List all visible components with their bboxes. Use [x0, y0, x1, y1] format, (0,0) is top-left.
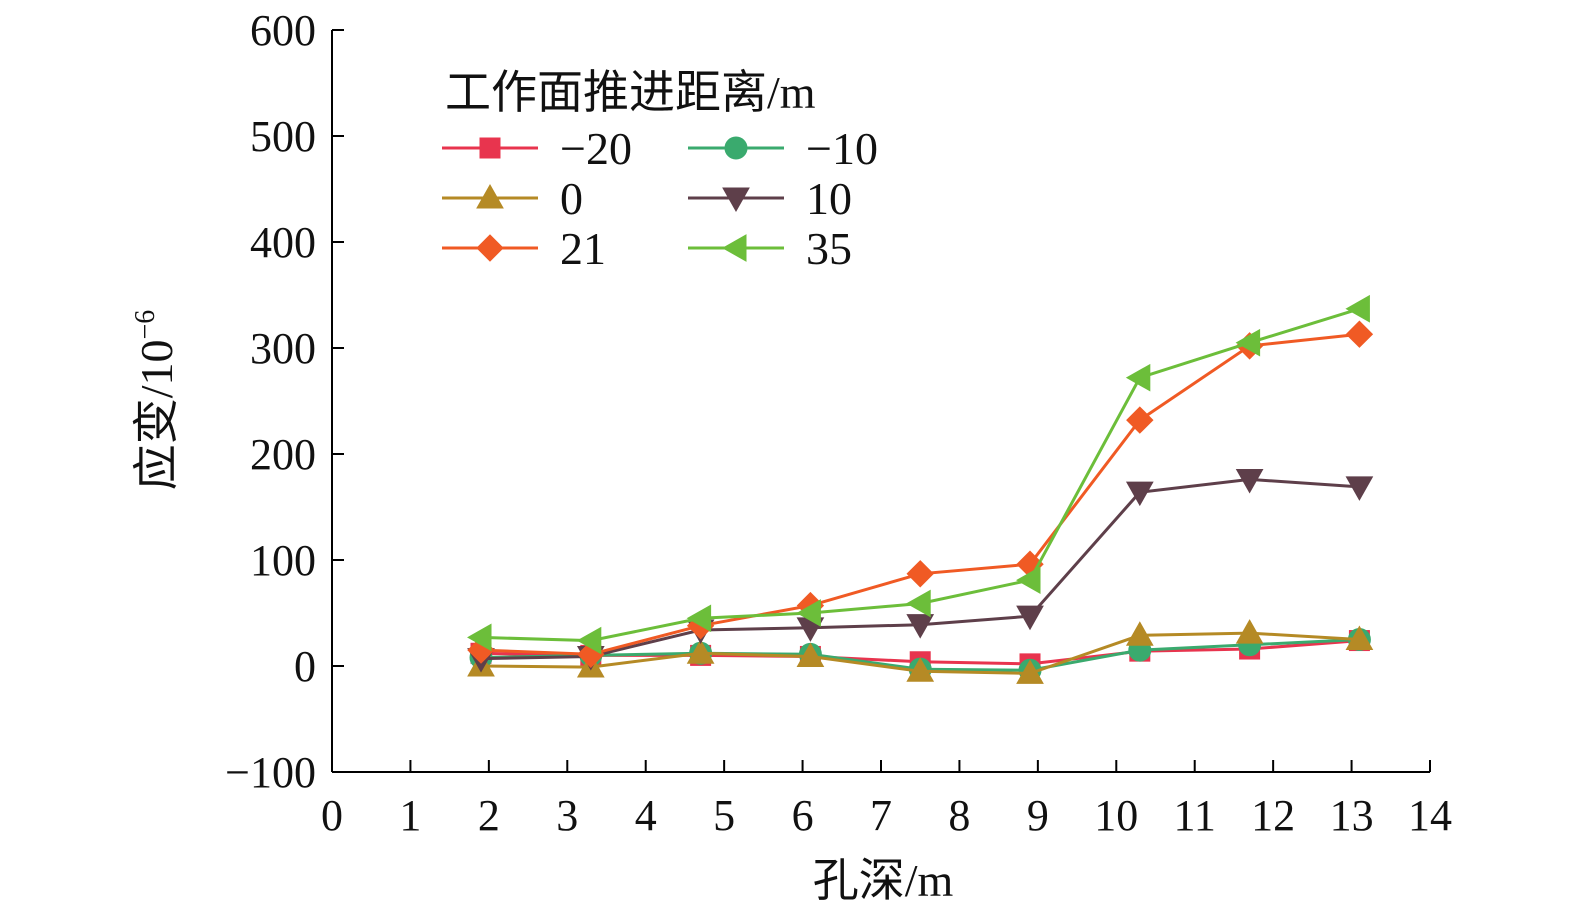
- x-axis-title: 孔深/m: [813, 855, 954, 906]
- data-point: [686, 639, 715, 664]
- legend-label: −20: [560, 123, 632, 174]
- series-layer: [466, 294, 1374, 684]
- data-point: [1235, 328, 1261, 357]
- x-tick-label: 4: [635, 791, 657, 840]
- y-tick-label: 500: [250, 112, 316, 161]
- data-point: [1125, 363, 1151, 392]
- x-tick-label: 8: [948, 791, 970, 840]
- data-point: [1015, 566, 1041, 594]
- data-point: [906, 560, 934, 588]
- y-tick-label: 200: [250, 430, 316, 479]
- x-tick-label: 5: [713, 791, 735, 840]
- data-point: [1125, 481, 1154, 507]
- x-tick-label: 7: [870, 791, 892, 840]
- data-point: [466, 623, 492, 652]
- axes: 0 1 2 3 4 5 6 7 8 9 10 11 12 13 146005004003002001000−…: [225, 6, 1452, 840]
- x-tick-label: 10: [1094, 791, 1138, 840]
- x-tick-label: 1: [399, 791, 421, 840]
- series-line: [480, 307, 1360, 643]
- x-tick-label: 0: [321, 791, 343, 840]
- data-point: [1345, 294, 1370, 323]
- data-point: [796, 599, 821, 627]
- y-tick-label: 100: [250, 536, 316, 585]
- data-point: [1345, 476, 1374, 501]
- data-point: [686, 604, 712, 633]
- y-axis-title: 应变/10−6: [130, 310, 182, 491]
- x-tick-label: 3: [556, 791, 578, 840]
- legend-marker: [479, 137, 501, 159]
- x-tick-label: 13: [1330, 791, 1374, 840]
- data-point: [1016, 659, 1044, 684]
- y-axis-title-group: 应变/10−6: [130, 310, 182, 491]
- data-point: [576, 626, 602, 655]
- legend-marker: [721, 234, 747, 262]
- legend-item: −10: [688, 123, 878, 174]
- legend-label: 0: [560, 173, 583, 224]
- legend-item: −20: [442, 123, 632, 174]
- data-point: [796, 642, 825, 667]
- legend: 工作面推进距离/m −20 −10 0 10 21 35: [442, 67, 878, 274]
- x-tick-label: 9: [1027, 791, 1049, 840]
- data-point: [1235, 619, 1264, 644]
- legend-marker: [476, 234, 504, 262]
- data-point: [1126, 406, 1154, 434]
- data-point: [1016, 605, 1044, 631]
- x-tick-label: 14: [1408, 791, 1452, 840]
- y-tick-label: 400: [250, 218, 316, 267]
- legend-marker: [724, 136, 748, 160]
- x-tick-label: 2: [478, 791, 500, 840]
- y-tick-label: 600: [250, 6, 316, 55]
- series-5: [466, 294, 1370, 655]
- legend-label: 35: [806, 223, 852, 274]
- data-point: [1125, 621, 1154, 646]
- legend-label: −10: [806, 123, 878, 174]
- legend-item: 21: [442, 223, 606, 274]
- legend-item: 0: [442, 173, 583, 224]
- x-tick-label: 12: [1251, 791, 1295, 840]
- data-point: [1235, 468, 1264, 494]
- legend-label: 10: [806, 173, 852, 224]
- legend-label: 21: [560, 223, 606, 274]
- data-point: [1345, 625, 1374, 650]
- y-tick-label: 0: [294, 642, 316, 691]
- data-point: [1345, 320, 1374, 348]
- x-tick-label: 6: [792, 791, 814, 840]
- data-point: [906, 589, 931, 618]
- legend-item: 10: [688, 173, 852, 224]
- legend-marker: [476, 183, 504, 209]
- y-axis-title-exponent: −6: [130, 310, 161, 340]
- y-tick-label: 300: [250, 324, 316, 373]
- y-axis-title-base: 应变/10: [131, 340, 182, 491]
- legend-marker: [722, 187, 750, 213]
- legend-item: 35: [688, 223, 852, 274]
- data-point: [906, 614, 935, 639]
- legend-title: 工作面推进距离/m: [445, 67, 816, 118]
- y-tick-label: −100: [225, 748, 316, 797]
- x-tick-label: 11: [1174, 791, 1216, 840]
- data-point: [906, 657, 935, 682]
